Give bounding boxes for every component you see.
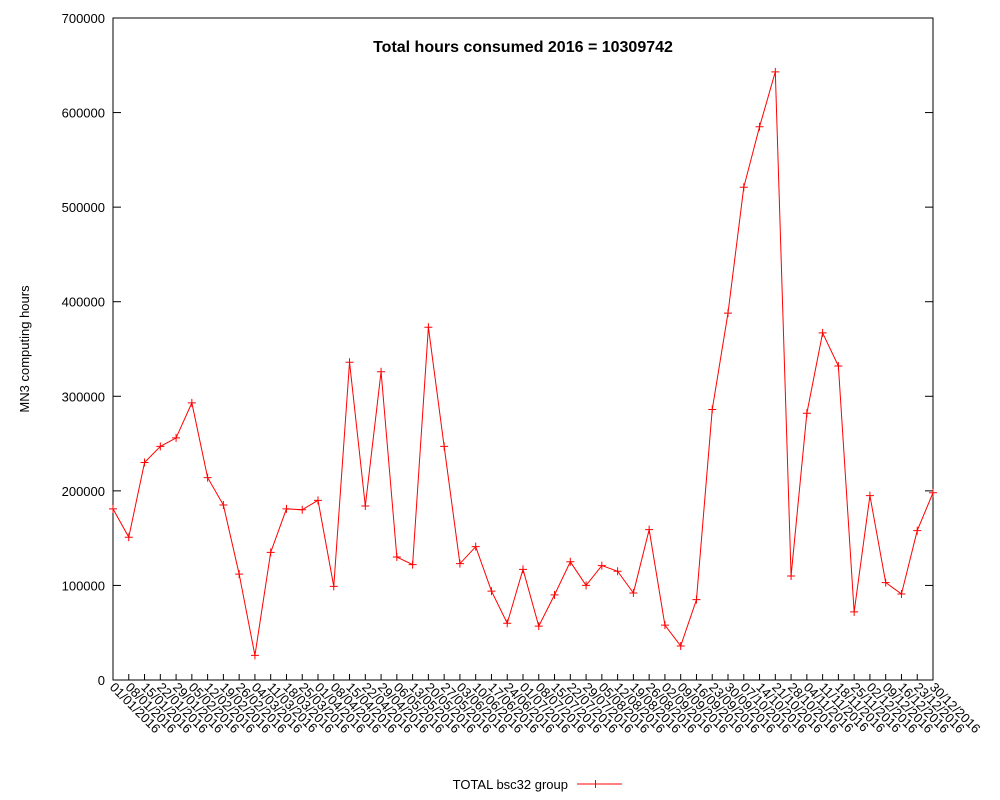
data-point — [282, 504, 291, 513]
data-point — [377, 367, 386, 376]
data-point — [692, 595, 701, 604]
data-point — [629, 588, 638, 597]
data-point — [361, 501, 370, 510]
data-point — [802, 409, 811, 418]
data-point — [424, 323, 433, 332]
data-point — [881, 578, 890, 587]
data-point — [172, 433, 181, 442]
data-point — [266, 548, 275, 557]
data-point — [724, 309, 732, 318]
data-point — [440, 442, 449, 451]
legend-marker — [591, 780, 600, 788]
data-point — [582, 581, 591, 590]
data-point — [314, 496, 322, 505]
y-axis-label: MN3 computing hours — [17, 285, 32, 413]
data-point — [124, 533, 133, 542]
data-point — [519, 565, 527, 574]
data-point — [865, 491, 874, 500]
plot-frame — [112, 17, 934, 681]
data-point — [850, 607, 859, 616]
data-point — [455, 559, 464, 568]
data-point — [660, 621, 669, 630]
data-point — [818, 328, 827, 337]
data-point — [219, 501, 228, 510]
data-point — [487, 587, 496, 596]
data-point — [534, 622, 543, 631]
data-point — [503, 619, 512, 628]
y-tick-label: 200000 — [62, 484, 105, 499]
data-point — [392, 553, 401, 562]
y-tick-label: 300000 — [62, 389, 105, 404]
y-tick-label: 100000 — [62, 578, 105, 593]
data-point — [929, 488, 937, 497]
data-point — [613, 567, 622, 576]
data-point — [771, 67, 780, 76]
data-point — [739, 183, 748, 192]
data-point — [408, 560, 417, 569]
data-point — [566, 557, 575, 566]
data-point — [645, 525, 654, 534]
data-point — [597, 561, 606, 570]
data-point — [708, 405, 717, 414]
data-point — [550, 590, 559, 599]
data-point — [471, 542, 480, 551]
y-tick-label: 0 — [98, 673, 105, 688]
data-point — [235, 570, 244, 579]
data-point — [755, 122, 764, 131]
chart-title: Total hours consumed 2016 = 10309742 — [373, 39, 673, 56]
data-point — [897, 589, 906, 598]
data-point — [140, 458, 149, 467]
data-point — [298, 505, 307, 514]
data-point — [250, 651, 259, 660]
y-tick-label: 600000 — [62, 106, 105, 121]
data-point — [913, 526, 922, 535]
data-point — [676, 641, 685, 650]
data-point — [834, 362, 843, 371]
data-point — [787, 571, 796, 580]
data-point — [329, 582, 338, 591]
data-point — [156, 442, 165, 451]
y-tick-label: 400000 — [62, 295, 105, 310]
legend-label: TOTAL bsc32 group — [453, 777, 568, 792]
y-tick-label: 500000 — [62, 200, 105, 215]
data-point — [109, 504, 117, 513]
data-point — [203, 473, 212, 482]
data-point — [187, 398, 196, 407]
data-point — [345, 358, 354, 367]
y-tick-label: 700000 — [62, 11, 105, 26]
